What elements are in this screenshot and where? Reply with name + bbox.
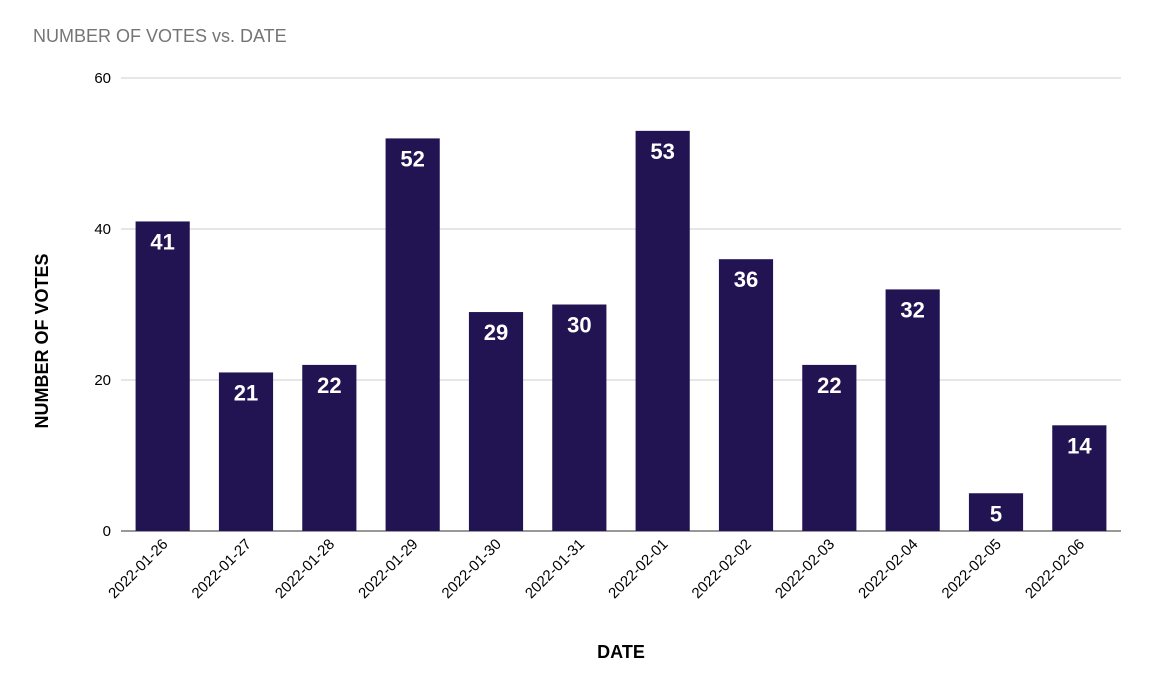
y-tick-label: 60 (94, 70, 111, 87)
y-tick-label: 0 (103, 523, 111, 540)
x-tick-label: 2022-02-06 (1022, 536, 1088, 602)
bar-layer: 41 21 22 52 29 30 53 36 22 32 5 14 (135, 130, 1107, 531)
chart-title: NUMBER OF VOTES vs. DATE (33, 26, 287, 46)
data-label: 32 (900, 297, 924, 322)
y-tick-label: 40 (94, 221, 111, 238)
bar (885, 289, 940, 531)
data-label: 41 (150, 229, 174, 254)
data-label: 22 (317, 373, 341, 398)
y-axis-title: NUMBER OF VOTES (32, 253, 52, 428)
bar (1052, 425, 1107, 531)
y-tick-label: 20 (94, 372, 111, 389)
data-label: 53 (650, 139, 674, 164)
x-tick-label: 2022-01-31 (522, 536, 588, 602)
data-label: 5 (990, 501, 1002, 526)
bar (135, 221, 190, 531)
data-label: 22 (817, 373, 841, 398)
data-label: 14 (1067, 433, 1092, 458)
bar (718, 259, 774, 531)
bar (635, 130, 690, 531)
bar (802, 364, 857, 531)
grid-layer (121, 77, 1121, 532)
x-tick-label: 2022-02-02 (689, 536, 755, 602)
x-tick-label: 2022-01-30 (439, 536, 505, 602)
bar (385, 138, 440, 531)
x-tick-label: 2022-02-01 (605, 536, 671, 602)
bar (218, 372, 274, 531)
x-tick-label: 2022-01-27 (189, 536, 255, 602)
bar (468, 312, 524, 531)
data-label: 21 (234, 380, 258, 405)
bar (968, 493, 1024, 531)
x-tick-label: 2022-02-04 (855, 536, 921, 602)
bar (552, 304, 607, 531)
x-tick-label: 2022-01-28 (272, 536, 338, 602)
x-axis-ticks: 2022-01-26 2022-01-27 2022-01-28 2022-01-29… (105, 536, 1088, 602)
bar (302, 364, 357, 531)
x-axis-title: DATE (597, 642, 645, 662)
data-label: 36 (734, 267, 758, 292)
y-axis-ticks: 0 20 40 60 (94, 70, 111, 540)
x-tick-label: 2022-02-05 (939, 536, 1005, 602)
data-label: 30 (567, 313, 591, 338)
x-tick-label: 2022-01-29 (355, 536, 421, 602)
x-tick-label: 2022-02-03 (772, 536, 838, 602)
data-label: 52 (400, 146, 424, 171)
x-tick-label: 2022-01-26 (105, 536, 171, 602)
data-label: 29 (484, 320, 508, 345)
